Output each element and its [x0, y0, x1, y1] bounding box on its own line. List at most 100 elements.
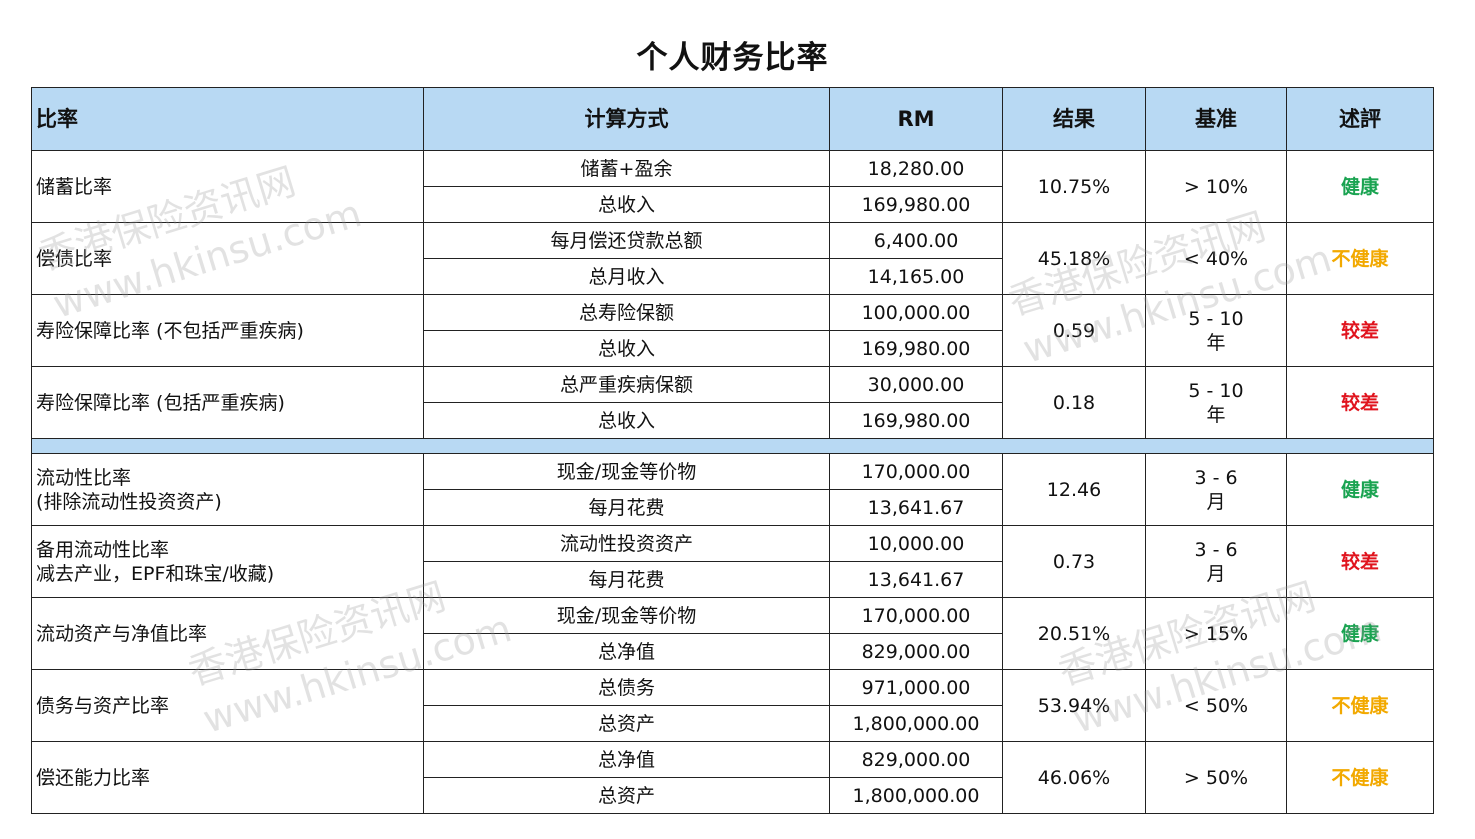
cell-line: 偿债比率	[36, 247, 113, 270]
ratio-name: 寿险保障比率 (包括严重疾病)	[31, 366, 424, 439]
cell-line: 3 - 6	[1194, 466, 1238, 489]
cell-line: 5 - 10	[1188, 379, 1244, 402]
header-row: 比率 计算方式 RM 结果 基准 述評	[31, 87, 1434, 151]
cell-line: 寿险保障比率 (包括严重疾病)	[36, 391, 285, 414]
ratio-name: 流动性比率 (排除流动性投资资产)	[31, 453, 424, 526]
method-numerator: 流动性投资资产	[423, 525, 830, 562]
rm-numerator: 170,000.00	[829, 597, 1003, 634]
table-row: 备用流动性比率 减去产业，EPF和珠宝/收藏) 流动性投资资产 10,000.00 0.…	[31, 525, 1434, 598]
rm-numerator: 829,000.00	[829, 741, 1003, 778]
ratio-benchmark: > 10%	[1145, 150, 1287, 223]
table-row: 寿险保障比率 (包括严重疾病) 总严重疾病保额 30,000.00 0.18 5 - 1…	[31, 366, 1434, 439]
ratio-name: 债务与资产比率	[31, 669, 424, 742]
method-numerator: 每月偿还贷款总额	[423, 222, 830, 259]
cell-line: 流动性比率	[36, 466, 132, 489]
ratio-benchmark: < 40%	[1145, 222, 1287, 295]
rm-denominator: 1,800,000.00	[829, 705, 1003, 742]
ratio-result: 46.06%	[1002, 741, 1146, 814]
section-separator	[31, 438, 1434, 454]
rm-numerator: 100,000.00	[829, 294, 1003, 331]
header-ratio: 比率	[31, 87, 424, 151]
status-badge: 不健康	[1286, 741, 1434, 814]
method-denominator: 总资产	[423, 777, 830, 814]
cell-line: 偿还能力比率	[36, 766, 151, 789]
rm-numerator: 10,000.00	[829, 525, 1003, 562]
table-row: 偿债比率 每月偿还贷款总额 6,400.00 45.18% < 40% 不健康	[31, 222, 1434, 295]
method-denominator: 每月花费	[423, 489, 830, 526]
method-numerator: 总债务	[423, 669, 830, 706]
table-row: 总资产 1,800,000.00	[32, 705, 1434, 742]
ratio-result: 20.51%	[1002, 597, 1146, 670]
cell-line: 月	[1206, 490, 1226, 513]
cell-line: < 40%	[1183, 247, 1249, 270]
cell-line: 3 - 6	[1194, 538, 1238, 561]
rm-denominator: 14,165.00	[829, 258, 1003, 295]
header-result: 结果	[1002, 87, 1146, 151]
cell-line: 年	[1206, 403, 1226, 426]
table-row: 储蓄比率 储蓄+盈余 18,280.00 10.75% > 10% 健康	[31, 150, 1434, 223]
ratio-name: 偿债比率	[31, 222, 424, 295]
cell-line: 备用流动性比率	[36, 538, 170, 561]
table-row: 总资产 1,800,000.00	[32, 777, 1434, 814]
rm-numerator: 18,280.00	[829, 150, 1003, 187]
status-badge: 健康	[1286, 597, 1434, 670]
rm-denominator: 169,980.00	[829, 330, 1003, 367]
rm-denominator: 13,641.67	[829, 561, 1003, 598]
ratio-name: 备用流动性比率 减去产业，EPF和珠宝/收藏)	[31, 525, 424, 598]
ratio-name: 流动资产与净值比率	[31, 597, 424, 670]
method-numerator: 总严重疾病保额	[423, 366, 830, 403]
ratio-result: 0.59	[1002, 294, 1146, 367]
cell-line: 储蓄比率	[36, 175, 113, 198]
ratio-benchmark: > 50%	[1145, 741, 1287, 814]
cell-line: 年	[1206, 331, 1226, 354]
cell-line: 减去产业，EPF和珠宝/收藏)	[36, 562, 275, 585]
cell-line: 流动资产与净值比率	[36, 622, 208, 645]
status-badge: 健康	[1286, 150, 1434, 223]
status-badge: 较差	[1286, 525, 1434, 598]
status-badge: 较差	[1286, 294, 1434, 367]
ratio-result: 10.75%	[1002, 150, 1146, 223]
table-row: 流动性比率 (排除流动性投资资产) 现金/现金等价物 170,000.00 12.46 3…	[31, 453, 1434, 526]
rm-denominator: 829,000.00	[829, 633, 1003, 670]
ratio-benchmark: > 15%	[1145, 597, 1287, 670]
rm-numerator: 170,000.00	[829, 453, 1003, 490]
header-rm: RM	[829, 87, 1003, 151]
rm-denominator: 13,641.67	[829, 489, 1003, 526]
cell-line: 月	[1206, 562, 1226, 585]
table-row: 总月收入 14,165.00	[32, 258, 1434, 295]
method-denominator: 总收入	[423, 402, 830, 439]
table-row: 寿险保障比率 (不包括严重疾病) 总寿险保额 100,000.00 0.59 5 - 1…	[31, 294, 1434, 367]
ratio-name: 储蓄比率	[31, 150, 424, 223]
table-row: 总净值 829,000.00	[32, 633, 1434, 670]
method-denominator: 每月花费	[423, 561, 830, 598]
cell-line: > 15%	[1183, 622, 1249, 645]
rm-numerator: 30,000.00	[829, 366, 1003, 403]
table-row: 每月花费 13,641.67	[32, 561, 1434, 598]
ratio-result: 53.94%	[1002, 669, 1146, 742]
method-numerator: 现金/现金等价物	[423, 597, 830, 634]
method-numerator: 总净值	[423, 741, 830, 778]
ratio-result: 0.73	[1002, 525, 1146, 598]
table-body: 储蓄比率 储蓄+盈余 18,280.00 10.75% > 10% 健康 总收入 169,98…	[31, 150, 1434, 814]
ratio-name: 偿还能力比率	[31, 741, 424, 814]
separator-cell	[31, 438, 1434, 454]
cell-line: > 10%	[1183, 175, 1249, 198]
page-title: 个人财务比率	[636, 40, 829, 76]
header-comment: 述評	[1286, 87, 1434, 151]
ratio-name: 寿险保障比率 (不包括严重疾病)	[31, 294, 424, 367]
ratio-result: 45.18%	[1002, 222, 1146, 295]
method-denominator: 总月收入	[423, 258, 830, 295]
cell-line: > 50%	[1183, 766, 1249, 789]
rm-numerator: 6,400.00	[829, 222, 1003, 259]
status-badge: 较差	[1286, 366, 1434, 439]
ratio-result: 0.18	[1002, 366, 1146, 439]
table-row: 每月花费 13,641.67	[32, 489, 1434, 526]
table-row: 流动资产与净值比率 现金/现金等价物 170,000.00 20.51% > 15% 健康	[31, 597, 1434, 670]
cell-line: 寿险保障比率 (不包括严重疾病)	[36, 319, 304, 342]
ratio-benchmark: 5 - 10 年	[1145, 294, 1287, 367]
method-numerator: 现金/现金等价物	[423, 453, 830, 490]
method-numerator: 总寿险保额	[423, 294, 830, 331]
header-method: 计算方式	[423, 87, 830, 151]
